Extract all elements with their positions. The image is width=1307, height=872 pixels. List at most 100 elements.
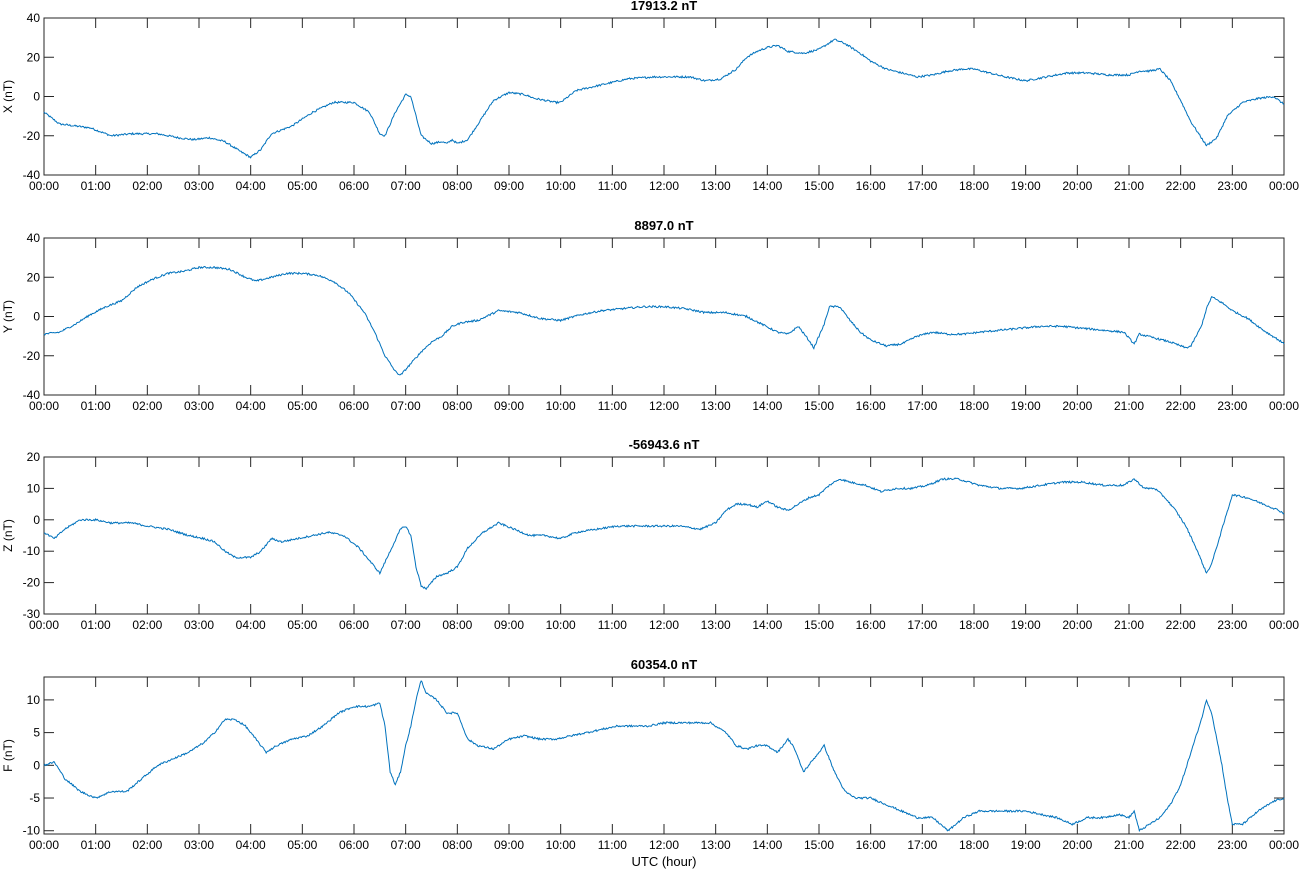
x-tick-label: 21:00 bbox=[1114, 618, 1144, 632]
y-tick-label: -20 bbox=[23, 349, 41, 363]
y-tick-label: -30 bbox=[23, 607, 41, 621]
x-tick-label: 05:00 bbox=[287, 399, 317, 413]
series-line bbox=[43, 38, 1285, 159]
x-tick-label: 11:00 bbox=[598, 618, 627, 632]
x-tick-label: 22:00 bbox=[1166, 618, 1196, 632]
x-tick-label: 10:00 bbox=[546, 179, 576, 193]
y-tick-label: -10 bbox=[23, 824, 41, 838]
x-tick-label: 14:00 bbox=[752, 179, 782, 193]
x-tick-label: 05:00 bbox=[287, 618, 317, 632]
x-tick-label: 08:00 bbox=[442, 838, 472, 852]
y-tick-label: -40 bbox=[23, 168, 41, 182]
x-tick-label: 12:00 bbox=[649, 838, 679, 852]
y-tick-label: 20 bbox=[27, 270, 41, 284]
axes-box bbox=[43, 456, 1285, 615]
x-tick-label: 13:00 bbox=[701, 618, 731, 632]
x-tick-label: 14:00 bbox=[752, 399, 782, 413]
x-tick-label: 01:00 bbox=[81, 399, 111, 413]
x-tick-label: 07:00 bbox=[391, 618, 421, 632]
x-tick-label: 22:00 bbox=[1166, 838, 1196, 852]
x-tick-label: 09:00 bbox=[494, 399, 524, 413]
x-tick-label: 00:00 bbox=[29, 179, 59, 193]
x-tick-label: 21:00 bbox=[1114, 838, 1144, 852]
x-tick-label: 12:00 bbox=[649, 618, 679, 632]
x-tick-label: 18:00 bbox=[959, 838, 989, 852]
panel-title: 17913.2 nT bbox=[631, 0, 698, 13]
x-tick-label: 13:00 bbox=[701, 399, 731, 413]
y-tick-label: 20 bbox=[27, 50, 41, 64]
y-tick-label: 40 bbox=[27, 11, 41, 25]
panel-title: -56943.6 nT bbox=[629, 437, 700, 452]
x-tick-label: 15:00 bbox=[804, 399, 834, 413]
x-tick-label: 08:00 bbox=[442, 179, 472, 193]
x-tick-label: 03:00 bbox=[184, 618, 214, 632]
y-tick-label: 20 bbox=[27, 450, 41, 464]
x-tick-label: 01:00 bbox=[81, 838, 111, 852]
y-tick-label: -40 bbox=[23, 388, 41, 402]
x-tick-label: 04:00 bbox=[236, 179, 266, 193]
x-tick-label: 16:00 bbox=[856, 179, 886, 193]
x-tick-label: 15:00 bbox=[804, 179, 834, 193]
x-tick-label: 16:00 bbox=[856, 838, 886, 852]
x-tick-label: 08:00 bbox=[442, 399, 472, 413]
y-axis-label: Y (nT) bbox=[1, 300, 15, 333]
x-tick-label: 18:00 bbox=[959, 399, 989, 413]
x-tick-label: 01:00 bbox=[81, 179, 111, 193]
x-tick-label: 19:00 bbox=[1011, 179, 1041, 193]
x-tick-label: 00:00 bbox=[29, 838, 59, 852]
x-tick-label: 23:00 bbox=[1217, 179, 1247, 193]
x-tick-label: 09:00 bbox=[494, 838, 524, 852]
series-line bbox=[43, 266, 1285, 376]
x-tick-label: 10:00 bbox=[546, 399, 576, 413]
x-tick-label: 12:00 bbox=[649, 179, 679, 193]
panel-title: 60354.0 nT bbox=[631, 657, 698, 672]
x-tick-label: 10:00 bbox=[546, 838, 576, 852]
y-tick-label: 10 bbox=[27, 481, 41, 495]
x-tick-label: 00:00 bbox=[1269, 179, 1299, 193]
panel-title: 8897.0 nT bbox=[634, 218, 693, 233]
x-tick-label: 22:00 bbox=[1166, 399, 1196, 413]
y-tick-label: 10 bbox=[27, 693, 41, 707]
y-tick-label: 0 bbox=[33, 90, 40, 104]
x-tick-label: 17:00 bbox=[907, 838, 937, 852]
x-tick-label: 09:00 bbox=[494, 179, 524, 193]
x-tick-label: 13:00 bbox=[701, 179, 731, 193]
x-tick-label: 20:00 bbox=[1062, 838, 1092, 852]
x-tick-label: 11:00 bbox=[598, 399, 627, 413]
x-tick-label: 19:00 bbox=[1011, 399, 1041, 413]
x-tick-label: 14:00 bbox=[752, 838, 782, 852]
x-tick-label: 18:00 bbox=[959, 618, 989, 632]
y-tick-label: -20 bbox=[23, 129, 41, 143]
y-axis-label: Z (nT) bbox=[1, 519, 15, 552]
x-tick-label: 20:00 bbox=[1062, 618, 1092, 632]
x-tick-label: 17:00 bbox=[907, 399, 937, 413]
x-tick-label: 10:00 bbox=[546, 618, 576, 632]
x-tick-label: 00:00 bbox=[1269, 838, 1299, 852]
axes-box bbox=[43, 17, 1285, 176]
x-tick-label: 06:00 bbox=[339, 618, 369, 632]
x-tick-label: 04:00 bbox=[236, 399, 266, 413]
x-tick-label: 21:00 bbox=[1114, 399, 1144, 413]
x-tick-label: 16:00 bbox=[856, 399, 886, 413]
x-tick-label: 21:00 bbox=[1114, 179, 1144, 193]
x-tick-label: 00:00 bbox=[29, 399, 59, 413]
x-tick-label: 03:00 bbox=[184, 838, 214, 852]
x-tick-label: 02:00 bbox=[132, 179, 162, 193]
x-tick-label: 11:00 bbox=[598, 838, 627, 852]
x-tick-label: 00:00 bbox=[1269, 618, 1299, 632]
y-tick-label: -10 bbox=[23, 544, 41, 558]
x-tick-label: 13:00 bbox=[701, 838, 731, 852]
x-tick-label: 03:00 bbox=[184, 179, 214, 193]
x-tick-label: 01:00 bbox=[81, 618, 111, 632]
y-tick-label: -20 bbox=[23, 576, 41, 590]
x-tick-label: 08:00 bbox=[442, 618, 472, 632]
x-tick-label: 09:00 bbox=[494, 618, 524, 632]
x-tick-label: 00:00 bbox=[1269, 399, 1299, 413]
axes-box bbox=[43, 676, 1285, 835]
axes-box bbox=[43, 237, 1285, 396]
y-tick-label: 5 bbox=[33, 726, 40, 740]
y-tick-label: 40 bbox=[27, 231, 41, 245]
x-tick-label: 02:00 bbox=[132, 618, 162, 632]
x-tick-label: 22:00 bbox=[1166, 179, 1196, 193]
